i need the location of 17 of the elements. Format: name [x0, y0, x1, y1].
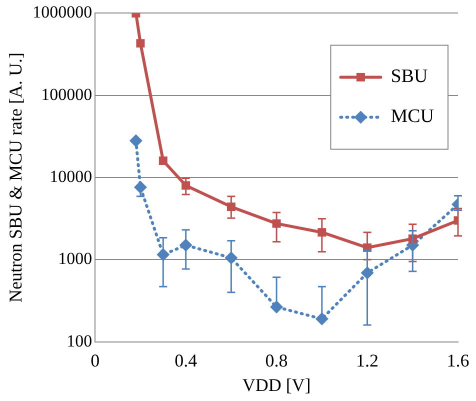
x-tick-label: 1.2	[356, 350, 379, 370]
y-tick-label: 10000	[50, 166, 92, 186]
x-axis-title: VDD [V]	[242, 374, 311, 395]
y-tick-label: 100	[66, 331, 92, 350]
point	[136, 39, 145, 48]
x-tick-label: 0.4	[174, 350, 198, 370]
legend-label: SBU	[390, 66, 428, 88]
legend-label: MCU	[390, 106, 434, 128]
x-tick-label: 0	[90, 350, 100, 370]
x-tick-label: 0.8	[265, 350, 288, 370]
y-tick-label: 1000000	[32, 2, 92, 22]
y-tick-label: 1000	[58, 249, 92, 268]
y-tick-label: 100000	[41, 84, 92, 104]
x-tick-label: 1.6	[446, 350, 470, 370]
point	[129, 134, 142, 148]
point	[158, 156, 168, 165]
y-axis-title: Neutron SBU & MCU rate [A. U.]	[6, 52, 26, 302]
